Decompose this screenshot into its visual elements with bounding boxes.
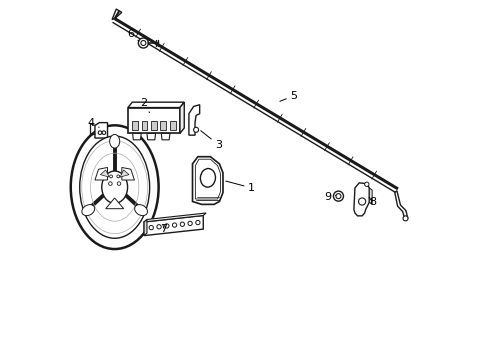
Ellipse shape: [109, 134, 120, 148]
Text: 8: 8: [368, 197, 376, 207]
Circle shape: [187, 221, 192, 226]
Circle shape: [364, 182, 368, 186]
Circle shape: [195, 220, 200, 225]
Polygon shape: [128, 102, 184, 108]
Text: 6: 6: [127, 29, 139, 41]
Circle shape: [180, 222, 184, 226]
Ellipse shape: [134, 204, 147, 216]
Circle shape: [193, 127, 198, 132]
Text: 7: 7: [160, 224, 167, 234]
Polygon shape: [95, 167, 107, 180]
Text: 1: 1: [225, 181, 255, 193]
Circle shape: [164, 224, 169, 228]
Polygon shape: [120, 170, 129, 177]
Polygon shape: [100, 170, 109, 177]
Polygon shape: [169, 121, 175, 130]
Polygon shape: [112, 9, 122, 19]
Text: 3: 3: [201, 131, 222, 150]
Polygon shape: [151, 121, 157, 130]
Polygon shape: [147, 134, 155, 140]
Polygon shape: [161, 134, 169, 140]
Circle shape: [335, 194, 340, 199]
Circle shape: [172, 223, 176, 227]
Polygon shape: [160, 121, 166, 130]
Ellipse shape: [71, 125, 158, 249]
Polygon shape: [122, 167, 134, 180]
Polygon shape: [142, 121, 147, 130]
Polygon shape: [368, 188, 371, 204]
Circle shape: [333, 191, 343, 201]
Polygon shape: [132, 134, 141, 140]
Circle shape: [358, 198, 365, 205]
Polygon shape: [180, 102, 184, 134]
Circle shape: [102, 131, 105, 134]
Polygon shape: [192, 157, 223, 204]
Polygon shape: [95, 123, 107, 138]
Polygon shape: [105, 198, 123, 209]
Polygon shape: [353, 183, 368, 216]
Polygon shape: [132, 121, 138, 130]
Circle shape: [117, 182, 121, 185]
Circle shape: [117, 175, 120, 178]
Circle shape: [149, 225, 153, 230]
Circle shape: [402, 216, 407, 221]
Ellipse shape: [81, 204, 95, 216]
Polygon shape: [144, 220, 147, 235]
Ellipse shape: [102, 171, 127, 203]
Polygon shape: [144, 213, 206, 222]
Polygon shape: [128, 108, 180, 134]
Circle shape: [108, 182, 112, 185]
Ellipse shape: [200, 168, 215, 187]
Polygon shape: [188, 105, 199, 135]
Circle shape: [98, 131, 102, 134]
Polygon shape: [144, 216, 203, 235]
Polygon shape: [394, 191, 407, 219]
Circle shape: [138, 38, 148, 48]
Ellipse shape: [80, 136, 149, 238]
Text: 5: 5: [279, 91, 297, 101]
Text: 9: 9: [324, 192, 335, 202]
Circle shape: [141, 41, 145, 45]
Text: 4: 4: [87, 118, 99, 128]
Text: 2: 2: [140, 98, 149, 113]
Circle shape: [157, 225, 161, 229]
Circle shape: [109, 175, 112, 178]
